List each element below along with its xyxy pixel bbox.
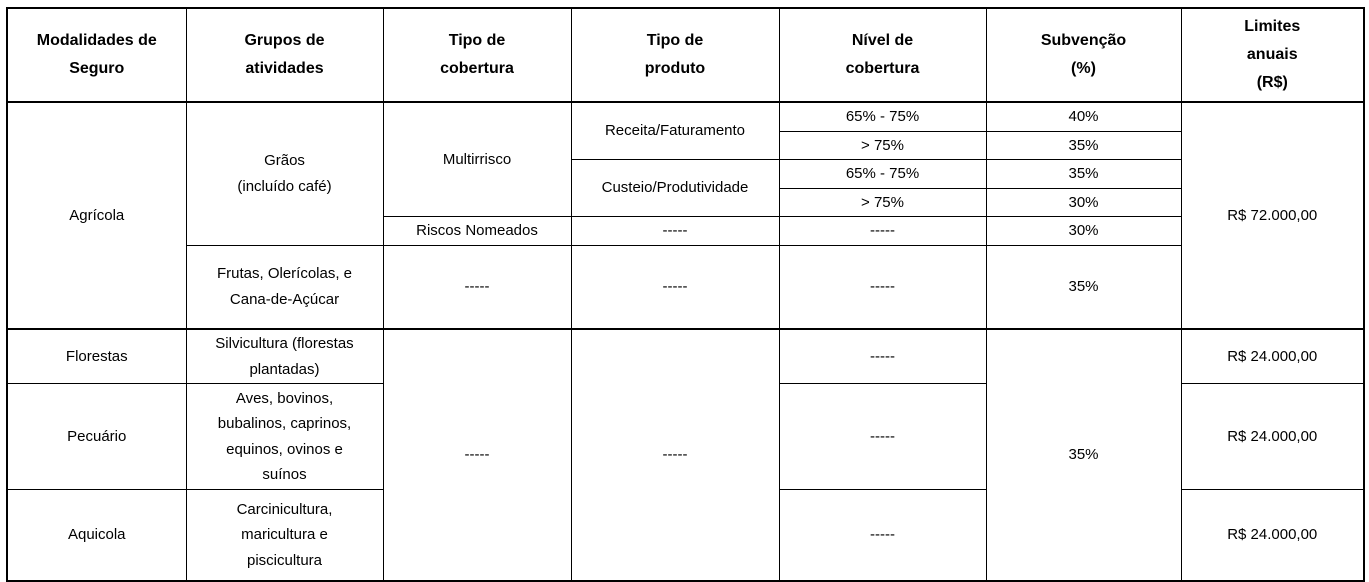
cell-produto-outras-dash: -----: [570, 328, 780, 581]
cell-produto-receita-faturamento: Receita/Faturamento: [570, 101, 780, 160]
cell-grupo-silvicultura: Silvicultura (florestas plantadas): [185, 328, 384, 384]
cell-subvencao-outras: 35%: [985, 328, 1182, 581]
table-row-agricola-riscos-nomeados: Riscos Nomeados ----- ----- 30%: [7, 216, 1364, 246]
table-row-agricola-receita-65-75: Agrícola Grãos (incluído café) Multirris…: [6, 101, 1365, 330]
cell-modalidade-aquicola: Aquicola: [6, 489, 187, 581]
cell-cobertura-outras-dash: -----: [382, 328, 572, 581]
table-row-agricola-frutas: Frutas, Olerícolas, e Cana-de-Açúcar ---…: [7, 244, 1364, 330]
column-header-modalidades-de-seguro: Modalidades de Seguro: [6, 7, 187, 103]
cell-nivel-custeio-75: > 75%: [778, 187, 987, 217]
cell-grupo-frutas: Frutas, Olerícolas, e Cana-de-Açúcar: [185, 244, 384, 330]
column-header-limites-anuais: Limites anuais (R$): [1180, 7, 1365, 103]
cell-limite-agricola: R$ 72.000,00: [1180, 101, 1365, 330]
cell-produto-custeio-produtividade: Custeio/Produtividade: [570, 159, 780, 217]
cell-modalidade-pecuario: Pecuário: [6, 383, 187, 490]
column-header-grupos-de-atividades: Grupos de atividades: [185, 7, 384, 103]
cell-cobertura-multirrisco: Multirrisco: [382, 101, 572, 217]
cell-cobertura-riscos-nomeados: Riscos Nomeados: [382, 216, 572, 246]
cell-nivel-pecuario-dash: -----: [778, 383, 987, 490]
cell-grupo-carcinicultura: Carcinicultura, maricultura e piscicultu…: [185, 489, 384, 581]
column-header-tipo-de-produto: Tipo de produto: [570, 7, 780, 103]
cell-nivel-aquicola-dash: -----: [778, 489, 987, 581]
rural-insurance-subsidy-table: Modalidades de Seguro Grupos de atividad…: [6, 7, 1365, 582]
cell-nivel-receita-75: > 75%: [778, 130, 987, 160]
rural-insurance-subsidy-table-container: Modalidades de Seguro Grupos de atividad…: [6, 7, 1365, 582]
table-row-pecuario: Pecuário Aves, bovinos, bubalinos, capri…: [6, 383, 1365, 490]
cell-nivel-riscos-nomeados-dash: -----: [778, 216, 987, 246]
cell-nivel-receita-65-75: 65% - 75%: [778, 101, 987, 132]
cell-modalidade-florestas: Florestas: [6, 328, 187, 384]
cell-grupo-graos: Grãos (incluído café): [185, 101, 384, 246]
cell-nivel-custeio-65-75: 65% - 75%: [778, 159, 987, 189]
cell-subvencao-custeio-75: 30%: [985, 187, 1182, 217]
cell-nivel-frutas-dash: -----: [778, 244, 987, 330]
table-row-florestas: Florestas Silvicultura (florestas planta…: [6, 328, 1365, 581]
table-row-agricola-custeio-75: > 75% 30%: [7, 187, 1364, 217]
cell-subvencao-receita-75: 35%: [985, 130, 1182, 160]
cell-subvencao-frutas: 35%: [985, 244, 1182, 330]
column-header-subvencao: Subvenção (%): [985, 7, 1182, 103]
cell-nivel-florestas-dash: -----: [778, 328, 987, 384]
cell-grupo-aves-bovinos: Aves, bovinos, bubalinos, caprinos, equi…: [185, 383, 384, 490]
table-row-agricola-custeio-65-75: Custeio/Produtividade 65% - 75% 35%: [7, 159, 1364, 217]
column-header-nivel-de-cobertura: Nível de cobertura: [778, 7, 987, 103]
cell-produto-frutas-dash: -----: [570, 244, 780, 330]
cell-cobertura-frutas-dash: -----: [382, 244, 572, 330]
table-row-agricola-receita-75: > 75% 35%: [7, 130, 1364, 160]
cell-subvencao-riscos-nomeados: 30%: [985, 216, 1182, 246]
header-row: Modalidades de Seguro Grupos de atividad…: [6, 7, 1365, 103]
cell-produto-riscos-nomeados-dash: -----: [570, 216, 780, 246]
cell-subvencao-receita-65-75: 40%: [985, 101, 1182, 132]
cell-subvencao-custeio-65-75: 35%: [985, 159, 1182, 189]
cell-limite-pecuario: R$ 24.000,00: [1180, 383, 1365, 490]
table-row-aquicola: Aquicola Carcinicultura, maricultura e p…: [6, 489, 1365, 581]
cell-modalidade-agricola: Agrícola: [6, 101, 187, 330]
column-header-tipo-de-cobertura: Tipo de cobertura: [382, 7, 572, 103]
cell-limite-florestas: R$ 24.000,00: [1180, 328, 1365, 384]
cell-limite-aquicola: R$ 24.000,00: [1180, 489, 1365, 581]
